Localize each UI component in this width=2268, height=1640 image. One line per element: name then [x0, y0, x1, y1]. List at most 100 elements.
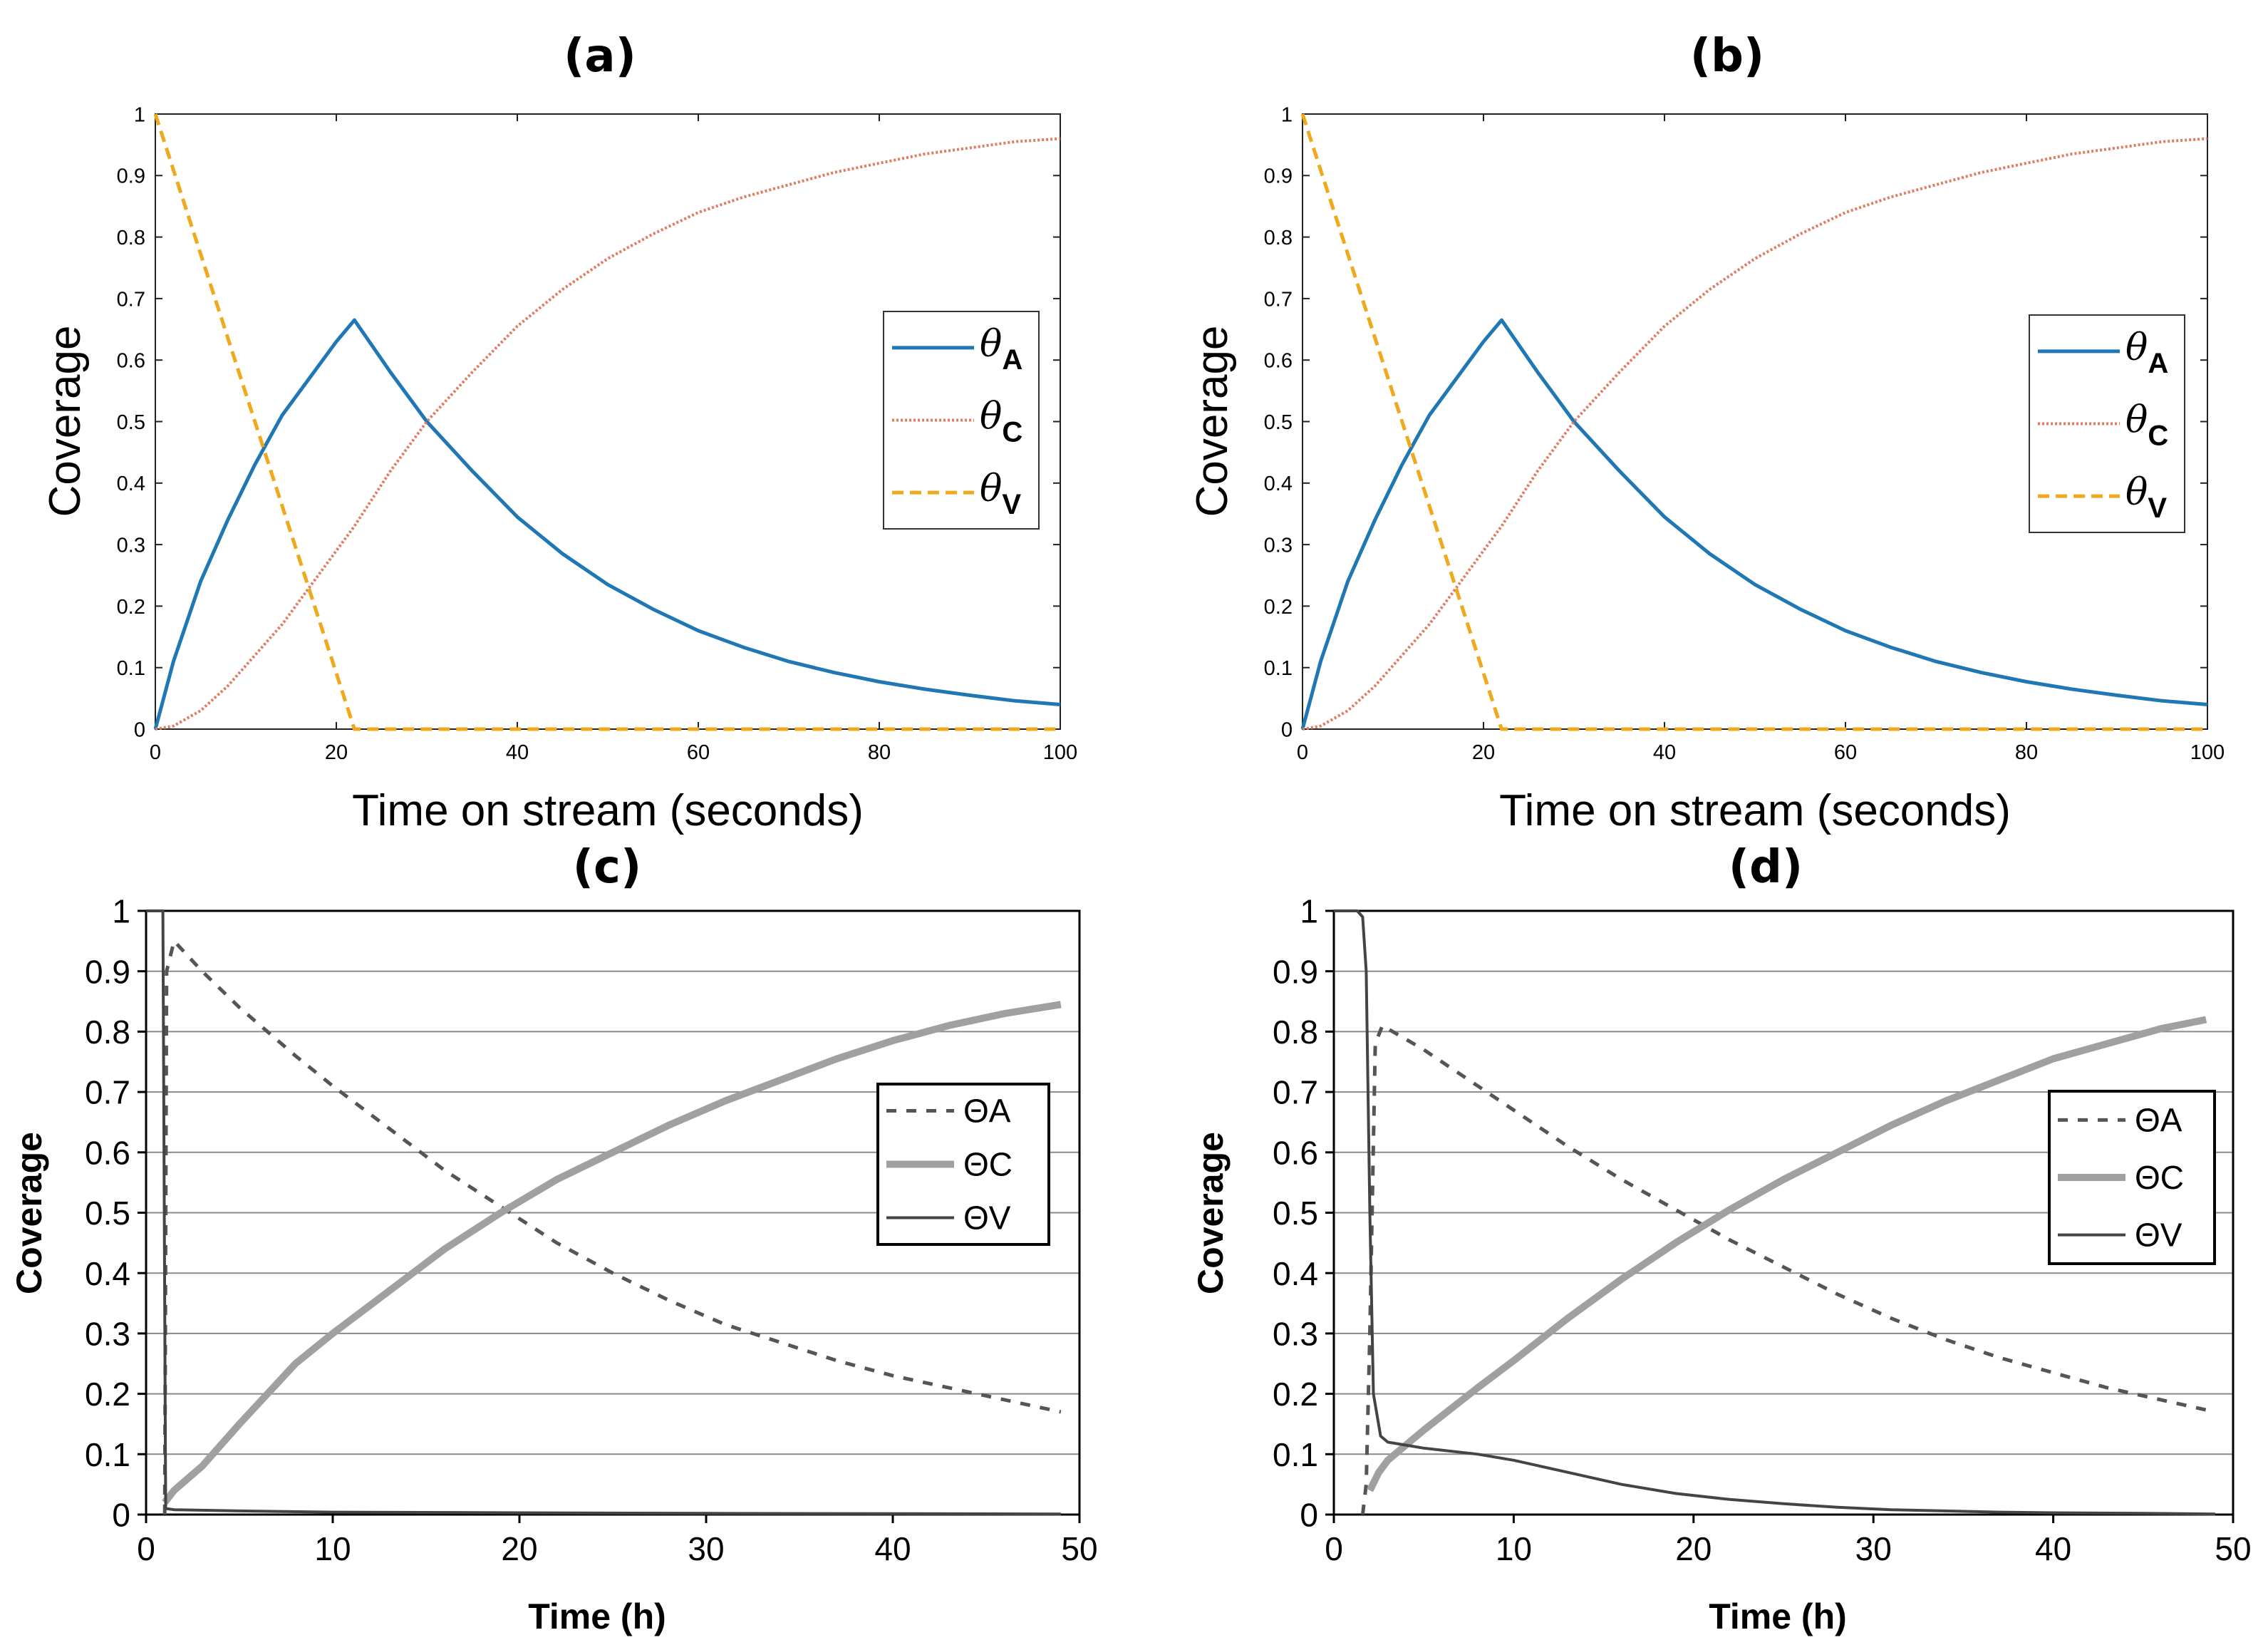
x-tick-label: 20	[1472, 741, 1495, 764]
x-tick-label: 10	[1496, 1530, 1532, 1567]
x-tick-label: 20	[1675, 1530, 1712, 1567]
y-tick-label: 1	[112, 893, 130, 930]
series-line-a	[1300, 318, 2208, 730]
y-axis-label: Coverage	[9, 1132, 49, 1294]
series-line-v	[153, 113, 1060, 731]
legend: ΘA ΘC ΘV	[876, 1083, 1050, 1246]
series-line-v	[146, 909, 1061, 1516]
x-tick-label: 60	[687, 741, 710, 764]
series-line-c	[155, 137, 1061, 731]
x-axis-label: Time (h)	[1709, 1597, 1847, 1636]
y-axis-label: Coverage	[1188, 326, 1237, 517]
x-tick-label: 80	[868, 741, 891, 764]
x-tick-label: 50	[2215, 1530, 2251, 1567]
legend-label-a: θA	[2125, 326, 2168, 379]
y-tick-label: 0.9	[1264, 165, 1293, 188]
y-axis-label: Coverage	[1191, 1132, 1231, 1294]
y-tick-label: 0.6	[1273, 1134, 1318, 1171]
y-tick-label: 1	[1300, 893, 1318, 930]
y-tick-label: 0.6	[85, 1134, 130, 1171]
y-tick-label: 0.4	[117, 473, 145, 495]
series-line-a	[162, 939, 1062, 1515]
legend-label-c: ΘC	[2135, 1159, 2184, 1196]
legend-label-c: θC	[980, 396, 1022, 448]
x-axis-label: Time on stream (seconds)	[352, 786, 864, 835]
y-tick-label: 0.2	[117, 596, 145, 619]
y-tick-label: 0.7	[85, 1074, 130, 1111]
y-tick-label: 0.1	[117, 657, 145, 680]
x-tick-label: 100	[1043, 741, 1077, 764]
y-tick-label: 0.9	[85, 953, 130, 990]
x-tick-label: 0	[1297, 741, 1308, 764]
y-tick-label: 0.3	[117, 535, 145, 557]
chart-panel-b: (b) 0 20 40 60 80 100 0 0.1 0.2 0.3 0.4 0.5 0.6 0.7 0.8…	[1188, 30, 2225, 835]
y-tick-label: 0.5	[85, 1195, 130, 1232]
y-tick-label: 0.4	[85, 1255, 130, 1292]
y-tick-label: 0.6	[1264, 350, 1293, 373]
chart-panel-d: (d) 0 10 20 30 40 50 0 0.1 0.2 0.3 0.4 0.5 0.6 0.7 0.8 0…	[1191, 841, 2252, 1636]
x-tick-label: 20	[501, 1530, 537, 1567]
series-line-c	[1367, 1016, 2207, 1492]
legend-label-a: ΘA	[963, 1093, 1011, 1130]
x-tick-label: 100	[2190, 741, 2225, 764]
x-tick-label: 50	[1061, 1530, 1097, 1567]
legend-label-v: ΘV	[2135, 1217, 2182, 1254]
x-tick-label: 30	[1855, 1530, 1892, 1567]
legend: ΘA ΘC ΘV	[2048, 1090, 2216, 1265]
y-tick-label: 0.7	[1273, 1074, 1318, 1111]
chart-panel-a: (a) 0 20 40 60 80 100 0 0.1 0.2 0.3 0.4 0.5 0.6 0.7 0.8…	[41, 30, 1077, 835]
legend-label-v: ΘV	[963, 1200, 1011, 1237]
y-tick-label: 0.7	[1264, 288, 1293, 311]
x-tick-label: 0	[137, 1530, 155, 1567]
legend-label-v: θV	[980, 468, 1021, 520]
panel-label: (b)	[1690, 30, 1764, 83]
y-tick-label: 0.6	[117, 350, 145, 373]
y-tick-label: 0.8	[85, 1014, 130, 1051]
legend: θA θC θV	[883, 311, 1040, 530]
series-line-a	[153, 318, 1061, 730]
y-tick-label: 0.8	[1273, 1014, 1318, 1051]
y-axis-label: Coverage	[41, 326, 90, 517]
y-tick-label: 0	[1300, 1497, 1318, 1534]
y-tick-label: 0.3	[1264, 535, 1293, 557]
x-tick-label: 10	[314, 1530, 351, 1567]
y-tick-label: 1	[1281, 103, 1293, 126]
y-tick-label: 0.2	[1264, 596, 1293, 619]
y-tick-label: 0.1	[1273, 1436, 1318, 1473]
x-tick-label: 30	[688, 1530, 724, 1567]
y-tick-label: 0.3	[85, 1315, 130, 1352]
y-tick-label: 0.3	[1273, 1315, 1318, 1352]
y-tick-label: 0.5	[1264, 411, 1293, 434]
x-tick-label: 40	[1653, 741, 1676, 764]
y-tick-label: 1	[134, 103, 145, 126]
x-tick-label: 60	[1834, 741, 1857, 764]
x-tick-label: 40	[2035, 1530, 2071, 1567]
y-tick-label: 0.9	[117, 165, 145, 188]
y-tick-label: 0.9	[1273, 953, 1318, 990]
y-tick-label: 0.5	[117, 411, 145, 434]
y-tick-label: 0.2	[1273, 1376, 1318, 1413]
panel-label: (d)	[1729, 841, 1803, 894]
y-tick-label: 0.5	[1273, 1195, 1318, 1232]
y-tick-label: 0.8	[1264, 227, 1293, 249]
y-tick-label: 0.4	[1273, 1255, 1318, 1292]
x-axis-label: Time on stream (seconds)	[1499, 786, 2011, 835]
y-tick-label: 0.7	[117, 288, 145, 311]
y-tick-label: 0	[1281, 718, 1293, 741]
x-tick-label: 40	[874, 1530, 911, 1567]
panel-label: (c)	[573, 841, 641, 894]
legend-label-c: ΘC	[963, 1146, 1013, 1183]
y-tick-label: 0.2	[85, 1376, 130, 1413]
panel-label: (a)	[564, 30, 636, 83]
x-tick-label: 80	[2015, 741, 2038, 764]
x-tick-label: 0	[1325, 1530, 1343, 1567]
series-line-c	[162, 1001, 1062, 1505]
legend-label-c: θC	[2125, 399, 2168, 452]
legend-label-a: θA	[980, 323, 1022, 376]
y-tick-label: 0.4	[1264, 473, 1293, 495]
y-tick-label: 0	[112, 1497, 130, 1534]
x-tick-label: 0	[150, 741, 161, 764]
legend-label-a: ΘA	[2135, 1101, 2182, 1138]
series-line-c	[1302, 137, 2208, 731]
